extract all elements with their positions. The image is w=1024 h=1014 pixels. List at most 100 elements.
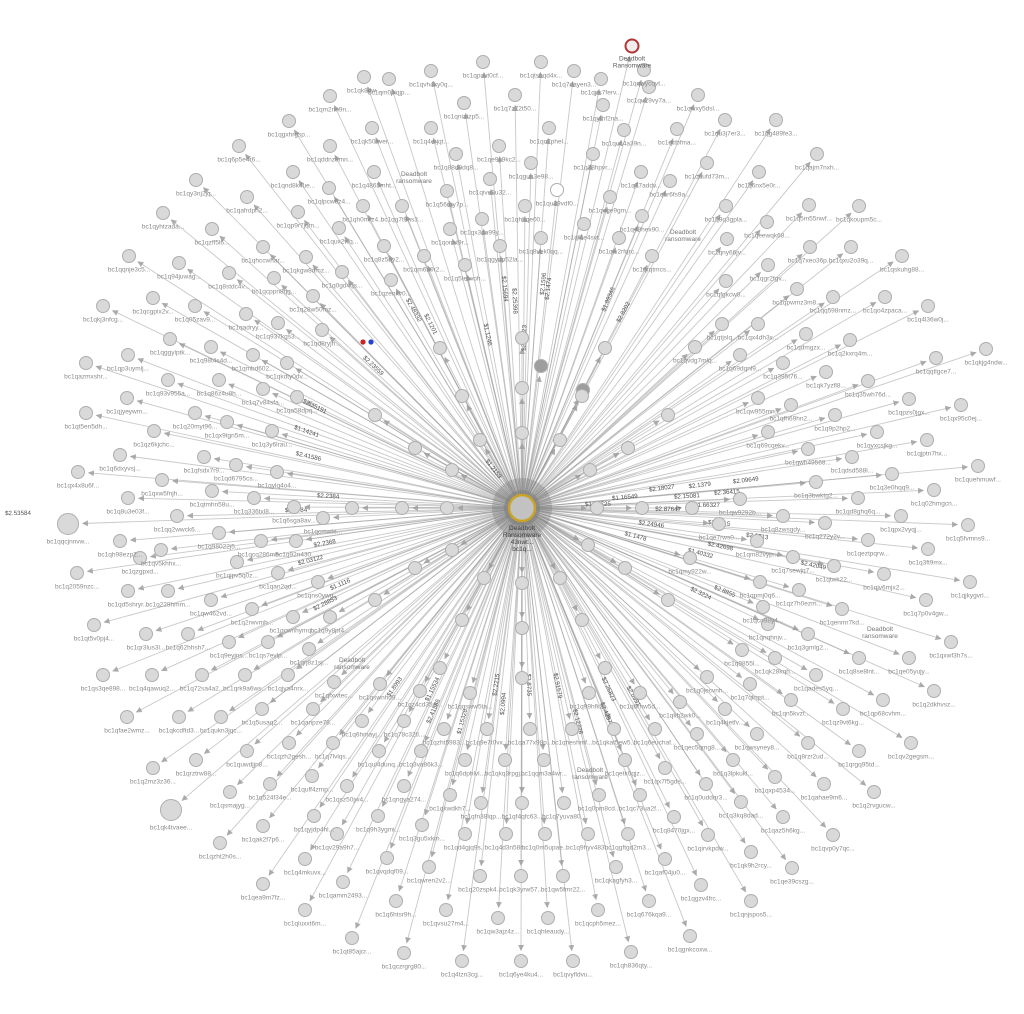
- graph-node[interactable]: [367, 165, 381, 179]
- graph-node[interactable]: [785, 861, 799, 875]
- graph-node[interactable]: [557, 796, 571, 810]
- graph-node[interactable]: [667, 810, 681, 824]
- graph-node[interactable]: [121, 584, 135, 598]
- graph-node[interactable]: [508, 88, 522, 102]
- graph-node[interactable]: [565, 722, 579, 736]
- graph-node[interactable]: [306, 289, 320, 303]
- graph-node[interactable]: [439, 903, 453, 917]
- graph-node[interactable]: [316, 511, 330, 525]
- graph-node[interactable]: [213, 836, 227, 850]
- graph-node[interactable]: [298, 852, 312, 866]
- graph-node[interactable]: [299, 250, 313, 264]
- graph-node[interactable]: [458, 753, 472, 767]
- graph-node[interactable]: [121, 348, 135, 362]
- graph-node[interactable]: [818, 516, 832, 530]
- graph-node[interactable]: [768, 651, 782, 665]
- graph-node[interactable]: [690, 727, 704, 741]
- graph-node[interactable]: [921, 299, 935, 313]
- graph-node[interactable]: [870, 425, 884, 439]
- graph-node[interactable]: [673, 695, 687, 709]
- graph-node[interactable]: [154, 543, 168, 557]
- graph-node[interactable]: [801, 627, 815, 641]
- hub-node[interactable]: [507, 493, 537, 523]
- graph-node[interactable]: [688, 340, 702, 354]
- graph-node[interactable]: [515, 796, 529, 810]
- graph-node[interactable]: [753, 575, 767, 589]
- graph-node[interactable]: [408, 561, 422, 575]
- graph-node[interactable]: [819, 365, 833, 379]
- graph-node[interactable]: [230, 555, 244, 569]
- graph-node[interactable]: [298, 903, 312, 917]
- graph-node[interactable]: [683, 929, 697, 943]
- graph-node[interactable]: [71, 465, 85, 479]
- graph-node[interactable]: [181, 627, 195, 641]
- graph-node[interactable]: [744, 894, 758, 908]
- graph-node[interactable]: [902, 651, 916, 665]
- graph-node[interactable]: [195, 668, 209, 682]
- graph-node[interactable]: [197, 450, 211, 464]
- graph-node[interactable]: [437, 722, 451, 736]
- graph-node[interactable]: [323, 610, 337, 624]
- graph-node[interactable]: [113, 448, 127, 462]
- graph-node[interactable]: [618, 561, 632, 575]
- graph-node[interactable]: [963, 575, 977, 589]
- graph-node[interactable]: [172, 256, 186, 270]
- graph-node[interactable]: [514, 954, 528, 968]
- graph-node[interactable]: [290, 390, 304, 404]
- graph-node[interactable]: [397, 714, 411, 728]
- graph-node[interactable]: [254, 534, 268, 548]
- graph-node[interactable]: [661, 408, 675, 422]
- graph-node[interactable]: [761, 617, 775, 631]
- graph-node[interactable]: [852, 651, 866, 665]
- graph-node[interactable]: [170, 509, 184, 523]
- graph-node[interactable]: [524, 156, 538, 170]
- graph-node[interactable]: [621, 441, 635, 455]
- graph-node[interactable]: [365, 121, 379, 135]
- graph-node[interactable]: [971, 459, 985, 473]
- graph-node[interactable]: [445, 463, 459, 477]
- graph-node[interactable]: [790, 282, 804, 296]
- graph-node[interactable]: [443, 222, 457, 236]
- graph-node[interactable]: [156, 206, 170, 220]
- graph-node[interactable]: [927, 483, 941, 497]
- graph-node[interactable]: [414, 744, 428, 758]
- graph-node[interactable]: [694, 878, 708, 892]
- graph-node[interactable]: [904, 736, 918, 750]
- graph-node[interactable]: [642, 80, 656, 94]
- graph-node[interactable]: [96, 299, 110, 313]
- graph-node[interactable]: [752, 165, 766, 179]
- graph-node[interactable]: [827, 559, 841, 573]
- graph-node[interactable]: [315, 323, 329, 337]
- graph-node[interactable]: [476, 55, 490, 69]
- graph-node[interactable]: [609, 860, 623, 874]
- graph-node[interactable]: [267, 271, 281, 285]
- graph-node[interactable]: [377, 239, 391, 253]
- graph-node[interactable]: [566, 954, 580, 968]
- graph-node[interactable]: [223, 785, 237, 799]
- graph-node[interactable]: [204, 593, 218, 607]
- graph-node[interactable]: [809, 475, 823, 489]
- graph-node[interactable]: [280, 356, 294, 370]
- graph-node[interactable]: [691, 88, 705, 102]
- graph-node[interactable]: [265, 424, 279, 438]
- graph-node[interactable]: [594, 72, 608, 86]
- graph-node[interactable]: [809, 668, 823, 682]
- graph-node[interactable]: [515, 671, 529, 685]
- graph-node[interactable]: [663, 174, 677, 188]
- graph-node[interactable]: [792, 583, 806, 597]
- graph-node[interactable]: [637, 63, 651, 77]
- graph-node[interactable]: [583, 463, 597, 477]
- graph-node[interactable]: [355, 714, 369, 728]
- graph-node[interactable]: [289, 534, 303, 548]
- graph-node[interactable]: [413, 684, 427, 698]
- graph-node[interactable]: [473, 433, 487, 447]
- graph-node[interactable]: [538, 827, 552, 841]
- graph-node[interactable]: [335, 265, 349, 279]
- graph-node[interactable]: [408, 441, 422, 455]
- graph-node[interactable]: [751, 317, 765, 331]
- graph-node[interactable]: [802, 198, 816, 212]
- graph-node[interactable]: [515, 576, 529, 590]
- graph-node[interactable]: [537, 753, 551, 767]
- graph-node[interactable]: [553, 571, 567, 585]
- graph-node[interactable]: [281, 668, 295, 682]
